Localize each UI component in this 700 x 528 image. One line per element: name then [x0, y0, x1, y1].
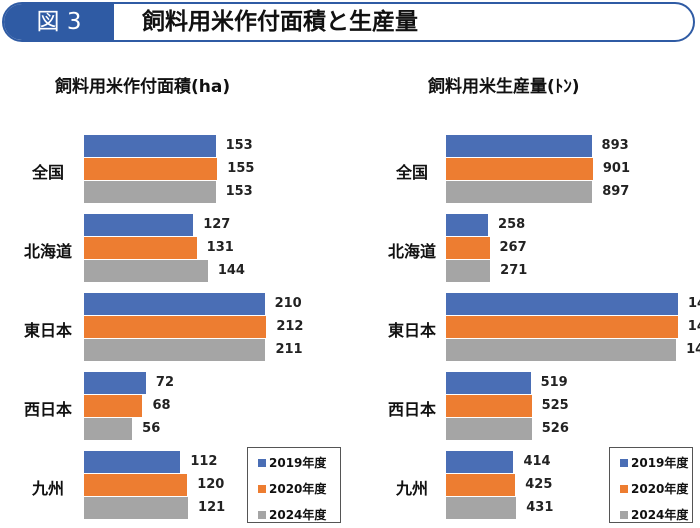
bar-2019年度	[446, 135, 592, 157]
bar-2019年度	[84, 372, 146, 394]
bar-2019年度	[446, 451, 514, 473]
bar-2024年度	[84, 497, 189, 519]
bar-2020年度	[446, 158, 593, 180]
bar-2019年度	[446, 293, 678, 315]
legend-label: 2024年度	[269, 508, 327, 522]
figure-number-badge: 図 3	[4, 4, 114, 40]
category-label: 九州	[31, 479, 64, 498]
bar-2020年度	[446, 474, 516, 496]
bar-2019年度	[84, 214, 194, 236]
data-label: 897	[602, 184, 630, 199]
data-label: 1412	[686, 342, 700, 357]
bar-2024年度	[446, 181, 593, 203]
data-label: 120	[197, 477, 225, 492]
legend-swatch	[258, 485, 266, 493]
category-label: 西日本	[23, 400, 72, 419]
data-label: 893	[601, 138, 629, 153]
bar-2019年度	[446, 214, 489, 236]
data-label: 211	[275, 342, 303, 357]
legend-item: 2020年度	[258, 480, 326, 497]
category-label: 北海道	[387, 242, 436, 261]
bar-2024年度	[84, 418, 133, 440]
bar-2019年度	[84, 293, 265, 315]
data-label: 258	[498, 217, 526, 232]
category-label: 北海道	[23, 242, 72, 261]
legend-label: 2024年度	[631, 508, 689, 522]
bar-2020年度	[84, 316, 267, 338]
data-label: 267	[499, 240, 527, 255]
data-label: 153	[225, 184, 253, 199]
legend-swatch	[258, 459, 266, 467]
figure-header: 図 3 飼料用米作付面積と生産量	[2, 2, 695, 42]
data-label: 414	[523, 454, 551, 469]
data-label: 525	[541, 398, 569, 413]
legend-item: 2020年度	[620, 480, 688, 497]
bar-2020年度	[84, 237, 197, 259]
category-label: 東日本	[387, 321, 436, 340]
bar-2020年度	[84, 395, 143, 417]
category-label: 九州	[395, 479, 428, 498]
bar-2020年度	[446, 237, 490, 259]
data-label: 425	[525, 477, 553, 492]
bar-2024年度	[446, 339, 677, 361]
data-label: 68	[152, 398, 171, 413]
legend-label: 2019年度	[631, 456, 689, 470]
bar-2024年度	[446, 497, 517, 519]
data-label: 519	[540, 375, 568, 390]
bar-2020年度	[84, 158, 218, 180]
legend-item: 2024年度	[258, 506, 326, 523]
legend-swatch	[258, 511, 266, 519]
bar-2020年度	[84, 474, 188, 496]
legend: 2019年度 2020年度 2024年度	[247, 447, 341, 523]
data-label: 155	[227, 161, 255, 176]
data-label: 526	[541, 421, 569, 436]
data-label: 72	[155, 375, 174, 390]
bar-2019年度	[84, 135, 216, 157]
figure-title: 飼料用米作付面積と生産量	[142, 9, 418, 35]
chart-title-production: 飼料用米生産量(ﾄﾝ)	[428, 77, 580, 97]
legend-item: 2019年度	[258, 454, 326, 471]
data-label: 127	[203, 217, 231, 232]
data-label: 431	[526, 500, 554, 515]
bar-2020年度	[446, 395, 532, 417]
data-label: 1423	[687, 296, 700, 311]
bar-2024年度	[84, 339, 266, 361]
legend-item: 2024年度	[620, 506, 688, 523]
category-label: 全国	[395, 163, 428, 182]
data-label: 144	[217, 263, 245, 278]
data-label: 112	[190, 454, 218, 469]
data-label: 153	[225, 138, 253, 153]
bar-2024年度	[446, 260, 491, 282]
legend: 2019年度 2020年度 2024年度	[609, 447, 693, 523]
category-label: 東日本	[23, 321, 72, 340]
bar-2024年度	[84, 181, 216, 203]
chart-title-area: 飼料用米作付面積(ha)	[55, 77, 231, 97]
legend-swatch	[620, 511, 628, 519]
data-label: 271	[500, 263, 528, 278]
legend-swatch	[620, 485, 628, 493]
data-label: 131	[206, 240, 234, 255]
bar-2020年度	[446, 316, 678, 338]
data-label: 1422	[687, 319, 700, 334]
legend-item: 2019年度	[620, 454, 688, 471]
legend-label: 2020年度	[631, 482, 689, 496]
legend-swatch	[620, 459, 628, 467]
category-label: 西日本	[387, 400, 436, 419]
category-label: 全国	[31, 163, 64, 182]
legend-label: 2020年度	[269, 482, 327, 496]
legend-label: 2019年度	[269, 456, 327, 470]
data-label: 121	[198, 500, 226, 515]
data-label: 56	[142, 421, 161, 436]
bar-2024年度	[446, 418, 532, 440]
bar-2019年度	[446, 372, 531, 394]
data-label: 901	[602, 161, 630, 176]
bar-2019年度	[84, 451, 181, 473]
data-label: 212	[276, 319, 304, 334]
bar-2024年度	[84, 260, 208, 282]
data-label: 210	[274, 296, 302, 311]
